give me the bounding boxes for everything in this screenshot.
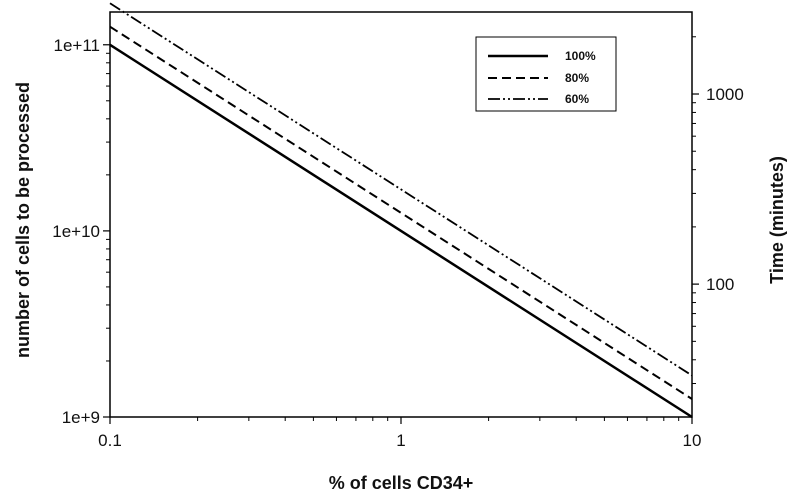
axis-ticks: 0.1 1 10 1e+9 1e+10 1e+11 100 1000 (52, 36, 744, 450)
x-axis-title: % of cells CD34+ (329, 473, 474, 493)
legend-label-80: 80% (565, 71, 589, 85)
legend-label-60: 60% (565, 92, 589, 106)
right-y-axis-title: Time (minutes) (767, 156, 787, 284)
x-tick-label: 1 (396, 431, 405, 450)
legend-label-100: 100% (565, 49, 596, 63)
series-line-100pct (109, 43, 693, 419)
y-left-tick-label: 1e+10 (52, 222, 100, 241)
series-line-80pct (109, 25, 693, 400)
left-y-axis-title: number of cells to be processed (13, 82, 33, 358)
x-tick-label: 10 (683, 431, 702, 450)
y-right-tick-label: 100 (706, 275, 734, 294)
x-tick-label: 0.1 (98, 431, 122, 450)
y-left-tick-label: 1e+9 (62, 408, 100, 427)
y-right-tick-label: 1000 (706, 85, 744, 104)
series-line-60pct (109, 2, 693, 377)
series-lines (109, 2, 693, 419)
legend: 100% 80% 60% (475, 36, 617, 112)
y-left-tick-label: 1e+11 (54, 36, 100, 55)
